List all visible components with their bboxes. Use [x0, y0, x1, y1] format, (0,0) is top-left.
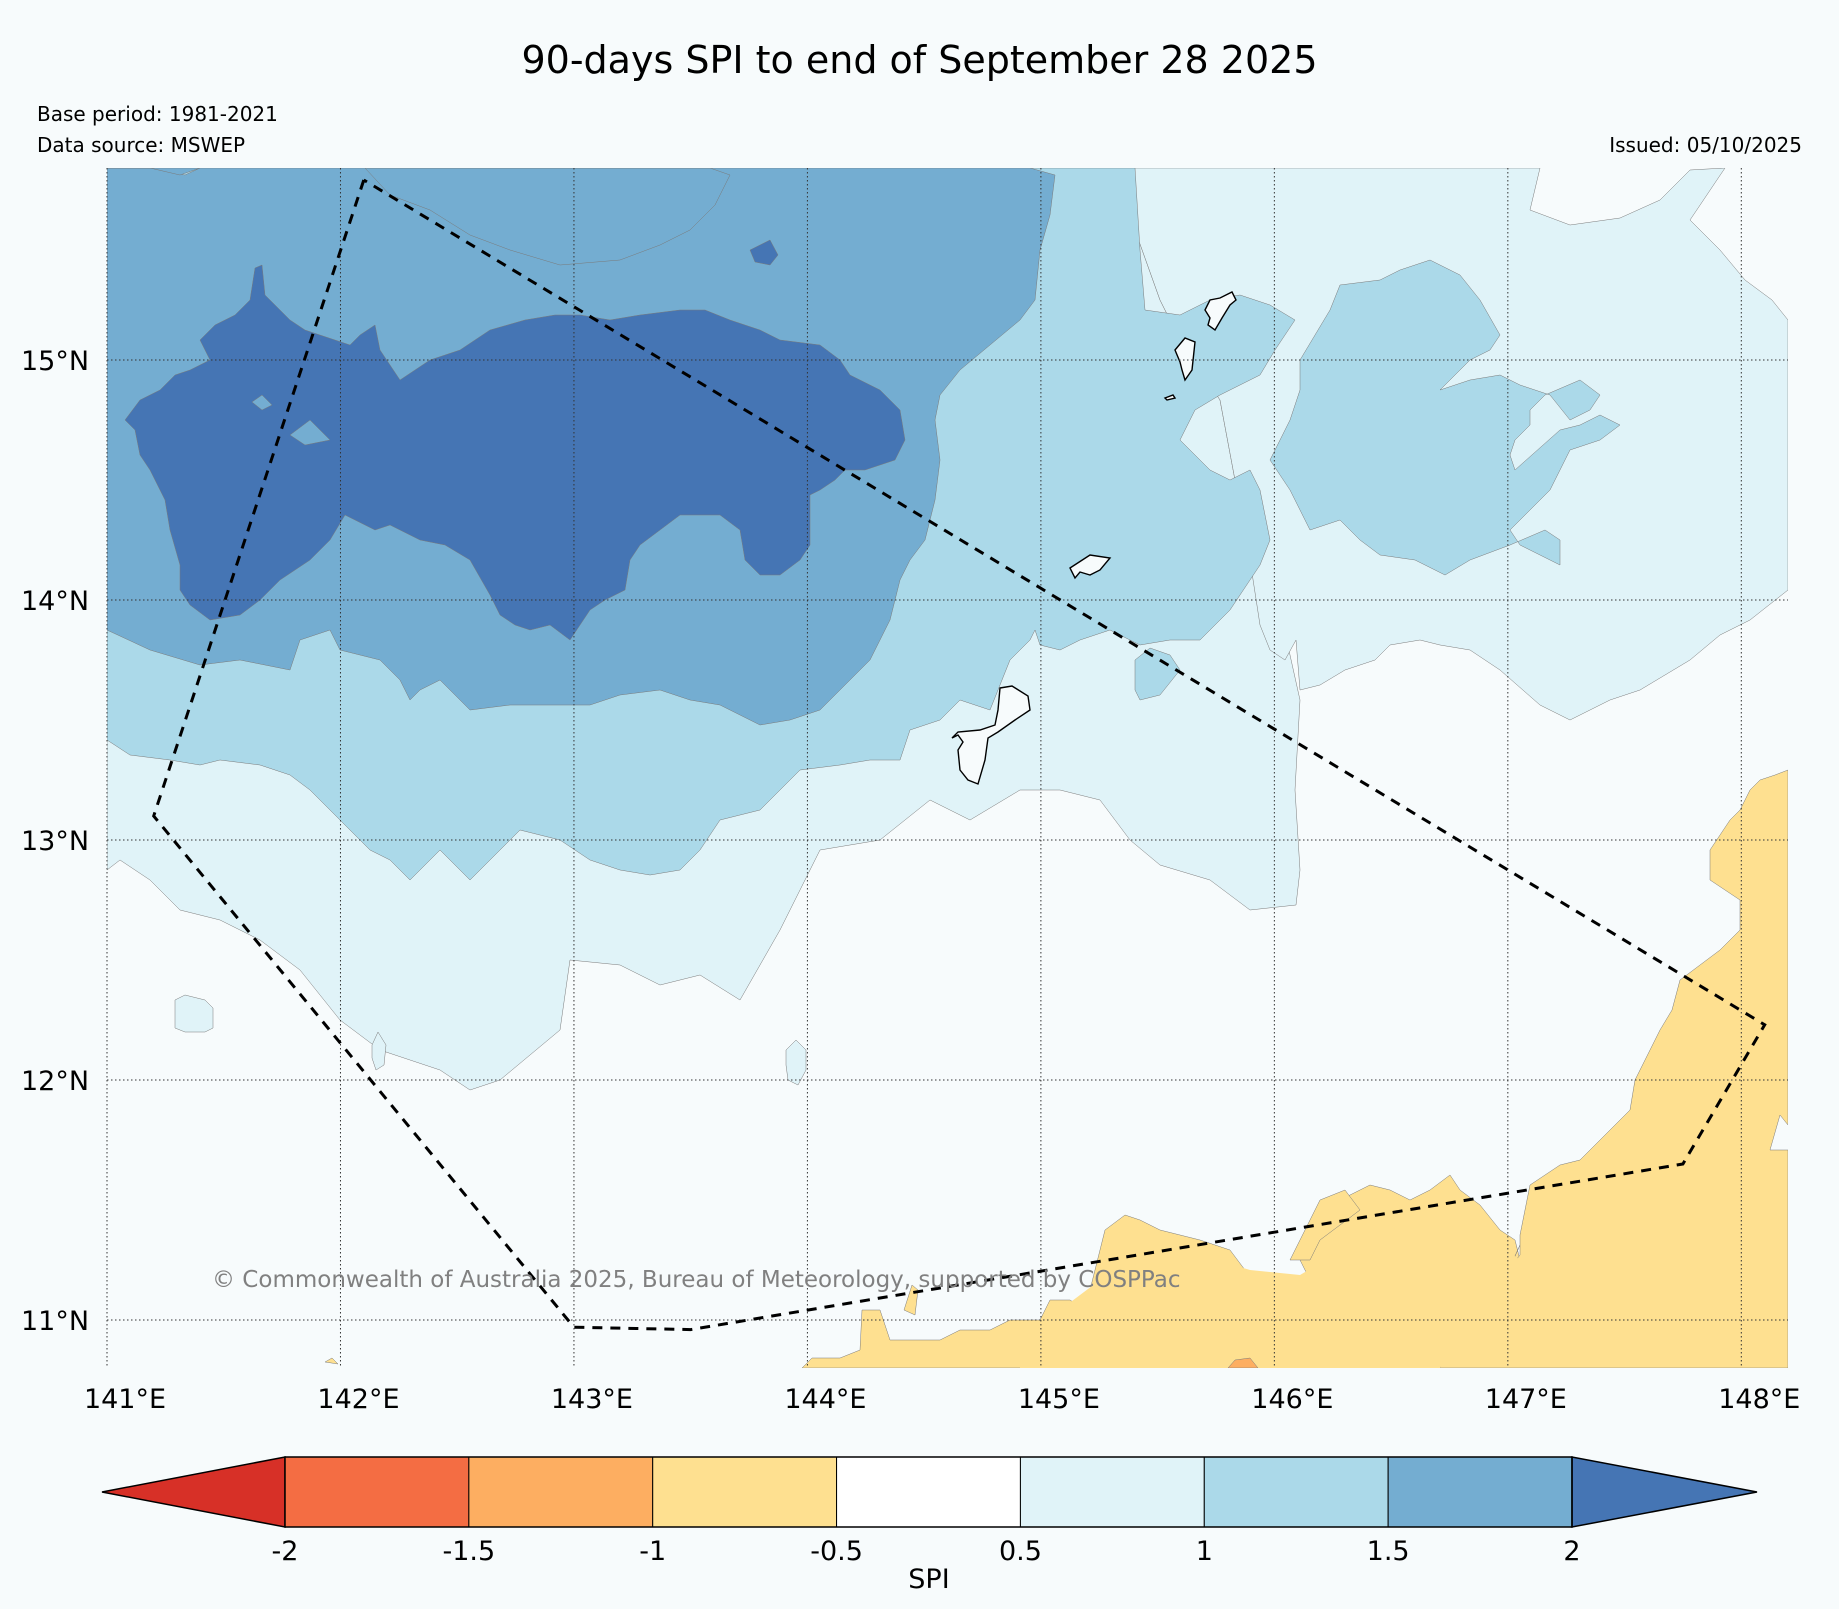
- colorbar-tick-label: -0.5: [810, 1536, 863, 1567]
- spi-region-gt2: [124, 264, 906, 641]
- spi-island-0.5-1: [174, 994, 214, 1033]
- spi-colorbar: [101, 1456, 1758, 1528]
- lon-tick-label: 148°E: [1718, 1384, 1800, 1415]
- island-saipan: [1204, 291, 1237, 332]
- spi-region-1.5-2-hole-b: [251, 394, 273, 411]
- colorbar-swatch: [1387, 1456, 1573, 1528]
- map-gridlines: [106, 168, 1788, 1368]
- spi-island-0.5-1-c: [785, 1039, 807, 1086]
- colorbar-title: SPI: [908, 1564, 949, 1595]
- colorbar-frame: [284, 1456, 1573, 1528]
- colorbar-tick-label: 1.5: [1367, 1536, 1410, 1567]
- island-aguijan: [1163, 394, 1177, 401]
- colorbar-swatch: [1019, 1456, 1205, 1528]
- colorbar-tick-label: -1: [639, 1536, 666, 1567]
- latitude-tick-labels: 11°N 12°N 13°N 14°N 15°N: [21, 346, 89, 1337]
- colorbar-tick-label: 1: [1196, 1536, 1213, 1567]
- lon-tick-label: 144°E: [784, 1384, 866, 1415]
- colorbar-swatch: [836, 1456, 1021, 1528]
- issued-date-label: Issued: 05/10/2025: [1609, 133, 1802, 157]
- colorbar-swatch: [468, 1456, 654, 1528]
- lat-tick-label: 15°N: [21, 346, 89, 377]
- colorbar-extend-low: [101, 1456, 286, 1528]
- island-tinian: [1174, 337, 1196, 382]
- copyright-text: © Commonwealth of Australia 2025, Bureau…: [212, 1267, 1181, 1293]
- colorbar-swatch: [652, 1456, 838, 1528]
- spi-region-1-1.5-east: [1269, 259, 1621, 576]
- base-period-label: Base period: 1981-2021: [37, 102, 278, 126]
- lat-tick-label: 12°N: [21, 1066, 89, 1097]
- colorbar-tick-label: -1.5: [443, 1536, 496, 1567]
- spi-region-1.5-2-hole: [289, 419, 331, 446]
- colorbar-tick-label: 0.5: [999, 1536, 1042, 1567]
- lon-tick-label: 145°E: [1018, 1384, 1100, 1415]
- spi-region-dry-east-strip: [1439, 769, 1788, 1368]
- spi-spot-south-east: [1227, 1357, 1259, 1368]
- spi-region-gt2-spot: [749, 239, 779, 266]
- island-guam: [951, 685, 1031, 785]
- longitude-tick-labels: 141°E 142°E 143°E 144°E 145°E 146°E 147°E 148°E: [84, 1384, 1800, 1415]
- spi-island-1-1.5-blob: [1134, 647, 1181, 701]
- lon-tick-label: 141°E: [84, 1384, 166, 1415]
- colorbar-swatch: [284, 1456, 470, 1528]
- colorbar-swatch: [1203, 1456, 1389, 1528]
- lat-tick-label: 14°N: [21, 586, 89, 617]
- spi-region-dry-fill: [1020, 1220, 1520, 1368]
- lon-tick-label: 147°E: [1485, 1384, 1567, 1415]
- colorbar-tick-label: -2: [272, 1536, 299, 1567]
- colorbar-extend-high: [1571, 1456, 1758, 1528]
- spi-region-dry-dot: [324, 1357, 339, 1365]
- spi-region-1.5-2-west-notch: [107, 168, 201, 176]
- map-title: 90-days SPI to end of September 28 2025: [521, 38, 1318, 82]
- island-rota: [1069, 554, 1112, 580]
- lat-tick-label: 11°N: [21, 1306, 89, 1337]
- spi-contours: [107, 168, 1788, 1368]
- map-plot-area: © Commonwealth of Australia 2025, Bureau…: [106, 168, 1788, 1368]
- spi-island-0.5-1-b: [371, 1031, 387, 1071]
- spi-colorbar-tick-labels: -2 -1.5 -1 -0.5 0.5 1 1.5 2: [272, 1536, 1581, 1567]
- eez-boundary-line: [152, 178, 1767, 1332]
- colorbar-tick-label: 2: [1563, 1536, 1580, 1567]
- lon-tick-label: 146°E: [1251, 1384, 1333, 1415]
- lon-tick-label: 143°E: [551, 1384, 633, 1415]
- lat-tick-label: 13°N: [21, 826, 89, 857]
- data-source-label: Data source: MSWEP: [37, 133, 246, 157]
- lon-tick-label: 142°E: [317, 1384, 399, 1415]
